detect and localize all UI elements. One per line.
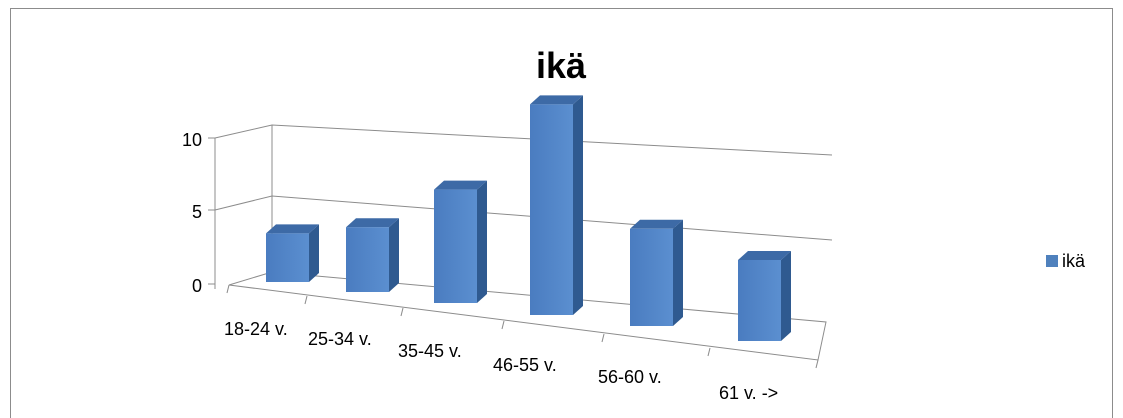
bar-side [781,251,791,341]
bar-top [434,180,487,190]
bar-front [434,189,477,303]
x-tick-label: 61 v. -> [719,383,778,403]
y-tick-label-10: 10 [182,130,202,150]
x-tick-mark [226,284,230,294]
bar [630,219,683,326]
bar-side [309,224,319,282]
gridlines [214,124,833,361]
x-tick-label: 46-55 v. [493,355,557,375]
x-tick-mark [501,320,505,330]
bar-front [266,233,309,282]
x-tick-label: 25-34 v. [308,329,372,349]
chart-frame [10,8,1113,418]
bar-side [477,180,487,303]
x-tick-mark [707,347,711,357]
bars [266,95,791,341]
legend: ikä [1046,251,1086,271]
bar-front [346,227,389,292]
floor-plane [228,271,827,361]
x-tick-mark [304,295,308,305]
bar-side [573,95,583,316]
bar-top [266,224,319,234]
y-tick-label-5: 5 [192,202,202,222]
bar-top [530,95,583,105]
bar-front [630,228,673,326]
bar [738,251,791,341]
bar [346,218,399,292]
x-tick-mark [400,307,404,317]
x-axis-labels: 18-24 v. 25-34 v. 35-45 v. 46-55 v. 56-60 v.… [224,319,778,403]
x-axis-ticks [226,284,819,369]
bar-top [630,219,683,229]
legend-label: ikä [1062,251,1086,271]
x-tick-mark [815,359,819,369]
bar-side [389,218,399,292]
x-tick-label: 56-60 v. [598,367,662,387]
legend-swatch [1046,255,1058,267]
x-tick-mark [601,333,605,343]
bar [266,224,319,282]
bar [530,95,583,316]
bar-front [738,260,781,341]
bar-top [346,218,399,228]
bar-top [738,251,791,260]
gridline-top [214,124,833,156]
chart-title: ikä [536,45,587,86]
y-axis: 0 5 10 [182,130,216,296]
y-tick-label-0: 0 [192,276,202,296]
bar-side [673,219,683,326]
bar [434,180,487,303]
x-tick-label: 18-24 v. [224,319,288,339]
bar-front [530,104,573,316]
x-tick-label: 35-45 v. [398,341,462,361]
